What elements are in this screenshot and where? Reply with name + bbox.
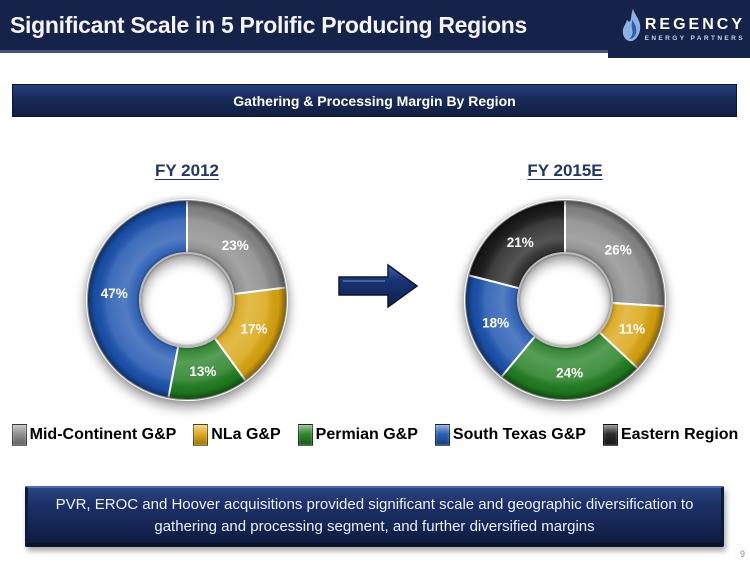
- chart-title-fy2015e: FY 2015E: [527, 161, 603, 180]
- legend-item-eastern-region: Eastern Region: [602, 424, 739, 446]
- logo-text: REGENCY ENERGY PARTNERS: [645, 16, 745, 43]
- legend-label-nla-g-p: NLa G&P: [211, 426, 281, 443]
- data-label-mid-continent-g-p: 26%: [605, 243, 632, 258]
- data-label-eastern-region: 21%: [507, 235, 534, 250]
- data-label-south-texas-g-p: 47%: [101, 286, 128, 301]
- legend-item-nla-g-p: NLa G&P: [193, 424, 281, 446]
- data-label-mid-continent-g-p: 23%: [222, 238, 249, 253]
- data-label-south-texas-g-p: 18%: [482, 315, 509, 330]
- logo-name: REGENCY: [644, 15, 745, 33]
- slide-title: Significant Scale in 5 Prolific Producin…: [10, 12, 527, 38]
- legend-label-mid-continent-g-p: Mid-Continent G&P: [29, 426, 177, 443]
- data-label-permian-g-p: 13%: [189, 364, 216, 379]
- footer-message-line1: PVR, EROC and Hoover acquisitions provid…: [55, 495, 694, 513]
- page-number: 9: [739, 549, 745, 559]
- legend-swatch-south-texas-g-p: [434, 424, 450, 446]
- footer-message-line2: gathering and processing segment, and fu…: [154, 517, 595, 535]
- chart-legend: Mid-Continent G&P NLa G&P Permian G&P South…: [0, 424, 750, 446]
- legend-swatch-nla-g-p: [193, 424, 209, 446]
- legend-item-south-texas-g-p: South Texas G&P: [434, 424, 586, 446]
- legend-item-permian-g-p: Permian G&P: [297, 424, 418, 446]
- logo-subtitle: ENERGY PARTNERS: [644, 34, 745, 42]
- legend-swatch-mid-continent-g-p: [11, 424, 27, 446]
- legend-swatch-eastern-region: [602, 424, 618, 446]
- section-banner: Gathering & Processing Margin By Region: [12, 84, 737, 117]
- donut-chart-fy2012: 23% 17% 13% 47%: [85, 198, 288, 401]
- legend-label-eastern-region: Eastern Region: [620, 426, 739, 443]
- legend-swatch-permian-g-p: [297, 424, 313, 446]
- legend-label-south-texas-g-p: South Texas G&P: [452, 426, 586, 443]
- right-arrow-icon: [338, 263, 419, 309]
- data-label-permian-g-p: 24%: [556, 366, 583, 381]
- flame-icon: [622, 8, 640, 42]
- donut-chart-fy2015e: 26% 11% 24% 18% 21%: [464, 198, 666, 401]
- data-label-nla-g-p: 17%: [240, 322, 267, 337]
- chart-title-fy2012: FY 2012: [155, 161, 219, 180]
- section-banner-text: Gathering & Processing Margin By Region: [233, 92, 516, 109]
- legend-label-permian-g-p: Permian G&P: [315, 426, 418, 443]
- legend-item-mid-continent-g-p: Mid-Continent G&P: [11, 424, 177, 446]
- footer-message-box: PVR, EROC and Hoover acquisitions provid…: [25, 486, 724, 547]
- data-label-nla-g-p: 11%: [619, 322, 645, 337]
- regency-logo: REGENCY ENERGY PARTNERS: [608, 0, 750, 58]
